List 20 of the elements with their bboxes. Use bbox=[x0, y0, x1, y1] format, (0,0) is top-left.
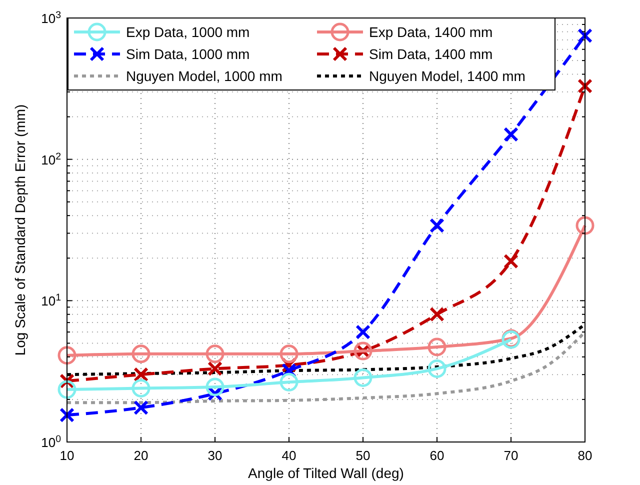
y-tick-label: 10$^{3}$ bbox=[41, 10, 61, 26]
legend-label: Exp Data, 1000 mm bbox=[126, 24, 250, 40]
x-tick-label: 70 bbox=[504, 448, 518, 463]
x-tick-label: 50 bbox=[356, 448, 370, 463]
legend-label: Nguyen Model, 1000 mm bbox=[126, 68, 282, 84]
x-tick-label: 80 bbox=[578, 448, 592, 463]
legend-label: Sim Data, 1400 mm bbox=[369, 46, 493, 62]
legend-label: Sim Data, 1000 mm bbox=[126, 46, 250, 62]
x-tick-label: 10 bbox=[60, 448, 74, 463]
x-tick-label: 20 bbox=[134, 448, 148, 463]
x-tick-label: 40 bbox=[282, 448, 296, 463]
x-axis-title: Angle of Tilted Wall (deg) bbox=[248, 465, 404, 481]
y-tick-label: 10$^{0}$ bbox=[41, 434, 62, 450]
legend-label: Exp Data, 1400 mm bbox=[369, 24, 493, 40]
y-axis-title: Log Scale of Standard Depth Error (mm) bbox=[12, 104, 28, 356]
x-tick-label: 60 bbox=[430, 448, 444, 463]
y-tick-label: 10$^{2}$ bbox=[41, 150, 61, 168]
legend-label: Nguyen Model, 1400 mm bbox=[369, 68, 526, 84]
y-tick-label: 10$^{1}$ bbox=[41, 292, 61, 309]
x-tick-label: 30 bbox=[208, 448, 222, 463]
